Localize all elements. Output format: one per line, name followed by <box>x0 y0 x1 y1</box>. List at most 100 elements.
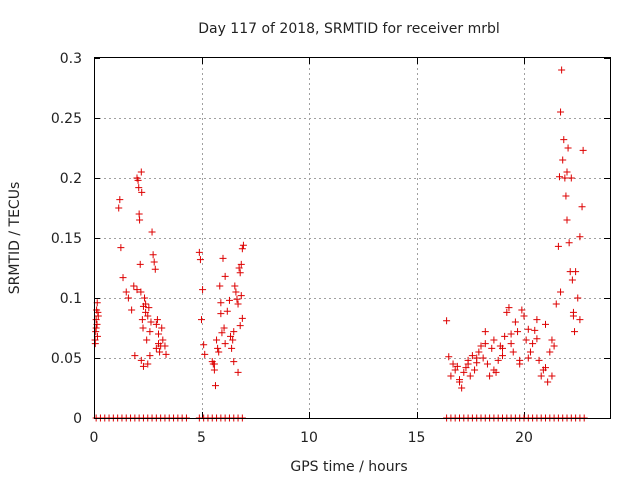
data-point <box>488 344 496 352</box>
data-point <box>238 245 246 253</box>
data-point <box>564 144 572 152</box>
data-point <box>149 251 157 259</box>
data-point <box>490 336 498 344</box>
data-point <box>225 296 233 304</box>
data-point <box>237 260 245 268</box>
data-point <box>453 362 461 370</box>
data-point <box>238 314 246 322</box>
data-point <box>233 295 241 303</box>
data-point <box>152 344 160 352</box>
data-point <box>91 340 99 348</box>
data-point <box>542 364 549 372</box>
data-point <box>537 372 545 380</box>
y-tick-label: 0.2 <box>60 171 82 187</box>
x-tick-label: 5 <box>197 430 206 446</box>
data-point <box>483 360 491 368</box>
data-point <box>213 336 221 344</box>
data-point <box>92 316 100 324</box>
data-point <box>548 336 556 344</box>
data-point <box>526 348 534 356</box>
data-point <box>460 368 468 376</box>
tick-labels: 0 0.05 0.1 0.15 0.2 0.25 0.3 0 5 10 15 20 <box>51 51 533 446</box>
data-point <box>546 348 554 356</box>
data-point <box>449 360 457 368</box>
data-point <box>147 318 155 326</box>
data-point <box>131 352 139 360</box>
data-point <box>559 156 567 164</box>
data-point <box>146 328 154 336</box>
data-point <box>122 288 130 296</box>
data-point <box>481 340 489 348</box>
data-point <box>223 307 231 315</box>
data-point <box>557 288 565 296</box>
data-point <box>137 168 145 176</box>
data-point <box>93 332 101 340</box>
data-point <box>130 282 138 290</box>
x-axis-label: GPS time / hours <box>290 459 407 475</box>
data-point <box>142 308 150 316</box>
plot-frame <box>94 57 611 419</box>
y-tick-label: 0.1 <box>60 291 82 307</box>
data-point <box>445 353 453 361</box>
data-point <box>141 294 149 302</box>
data-point <box>514 328 522 336</box>
data-point <box>576 233 584 241</box>
data-point <box>218 329 226 337</box>
data-point <box>563 168 571 176</box>
data-point <box>544 378 552 386</box>
data-point <box>548 372 556 380</box>
data-point <box>447 372 455 380</box>
data-point <box>195 248 203 256</box>
data-point <box>134 176 142 184</box>
data-point <box>565 239 573 247</box>
data-point <box>137 356 145 364</box>
data-point <box>161 342 169 350</box>
data-point <box>135 184 143 192</box>
data-point <box>215 348 223 356</box>
data-point <box>136 260 144 268</box>
data-point <box>150 258 158 266</box>
data-point <box>468 352 476 360</box>
data-point <box>458 384 466 392</box>
data-point <box>555 173 563 181</box>
data-point <box>471 366 479 374</box>
data-point <box>535 356 543 364</box>
grid-lines <box>94 58 610 418</box>
data-point <box>143 336 151 344</box>
data-point <box>115 204 123 212</box>
data-point <box>578 203 586 211</box>
data-point <box>198 316 205 324</box>
data-point <box>156 348 164 356</box>
data-point <box>481 328 489 336</box>
x-tick-label: 0 <box>90 430 99 446</box>
data-point <box>153 316 161 324</box>
data-point <box>219 254 227 262</box>
data-point <box>216 282 224 290</box>
data-point <box>133 286 141 294</box>
data-point <box>146 352 154 360</box>
data-point <box>511 318 519 326</box>
data-point <box>139 362 147 370</box>
data-point <box>473 354 481 362</box>
data-point <box>520 312 528 320</box>
data-point <box>158 324 166 332</box>
x-tick-label: 10 <box>300 430 318 446</box>
data-point <box>531 326 539 334</box>
data-point <box>456 378 463 386</box>
y-tick-label: 0.3 <box>60 51 82 67</box>
data-point <box>116 196 124 204</box>
data-point <box>144 360 152 368</box>
data-point <box>533 335 541 343</box>
data-point <box>119 274 127 282</box>
data-point <box>217 310 225 318</box>
data-point <box>200 341 208 349</box>
data-point <box>142 300 150 308</box>
data-point <box>486 372 494 380</box>
data-point <box>92 324 100 332</box>
data-point <box>94 312 102 320</box>
data-point <box>501 332 509 340</box>
data-point <box>554 242 562 250</box>
data-point <box>477 342 485 350</box>
data-point <box>128 306 136 314</box>
data-point <box>561 174 569 182</box>
